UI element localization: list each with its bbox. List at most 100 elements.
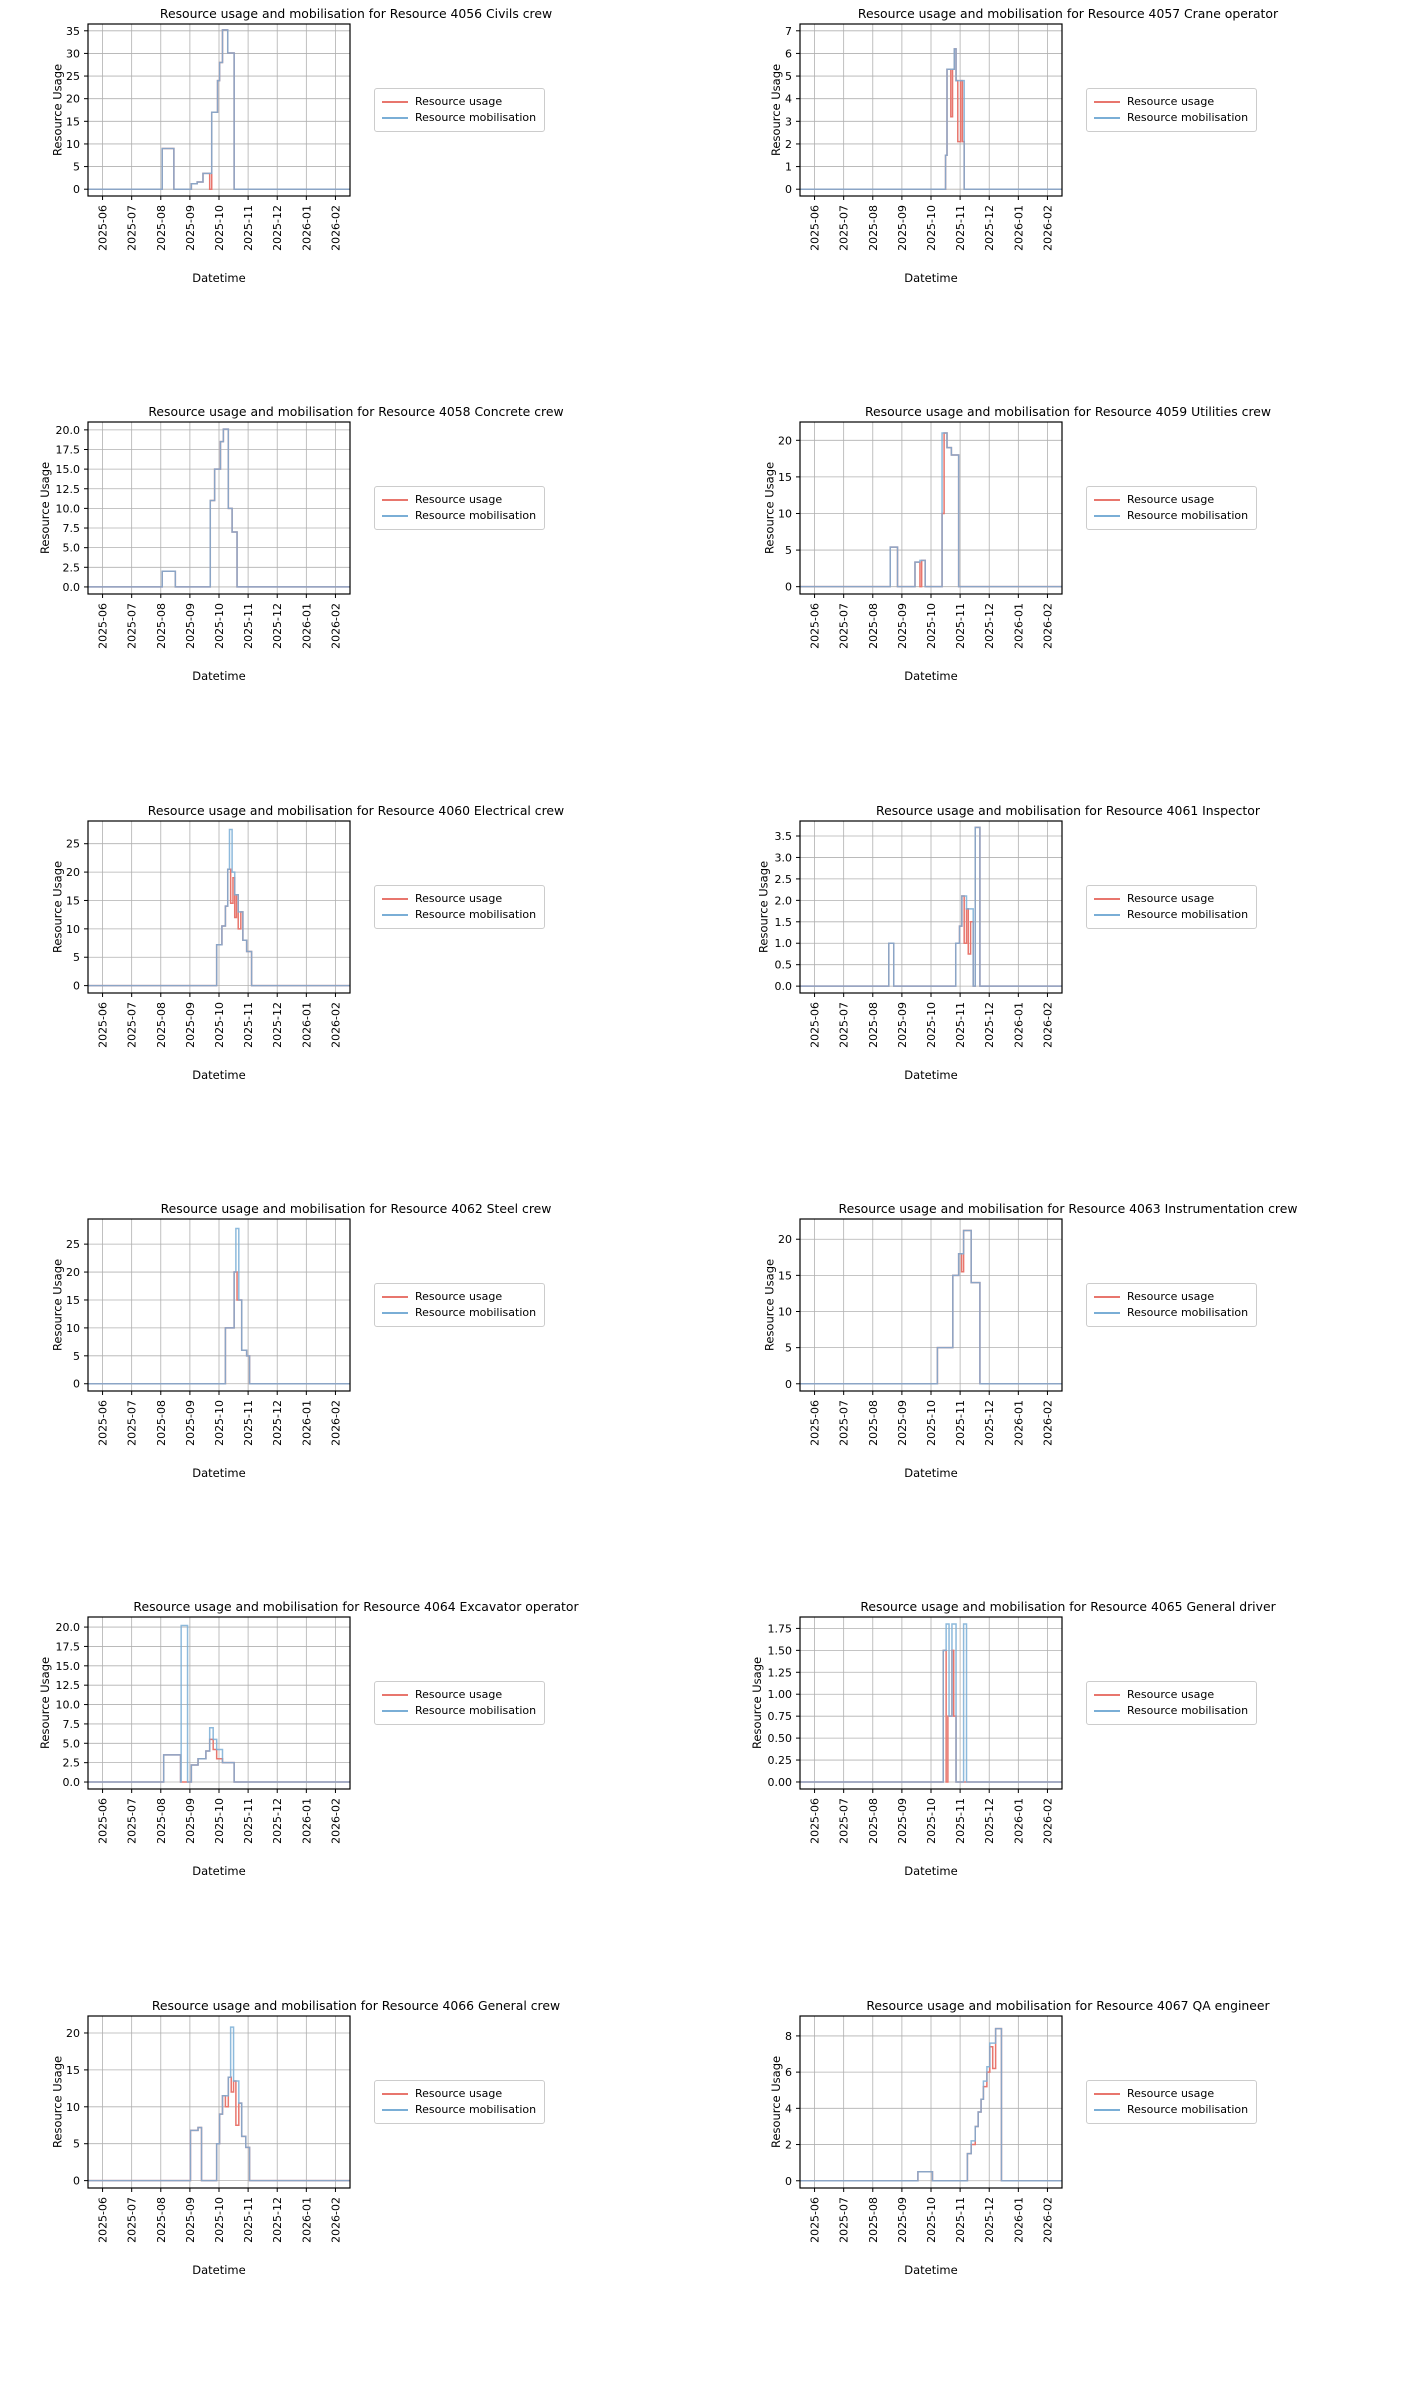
y-tick-label: 20 xyxy=(66,2027,80,2040)
y-tick-label: 20 xyxy=(66,93,80,106)
chart-title: Resource usage and mobilisation for Reso… xyxy=(864,404,1272,420)
y-tick-label: 5 xyxy=(73,1350,80,1363)
chart-title: Resource usage and mobilisation for Reso… xyxy=(148,404,564,420)
x-tick-label: 2025-11 xyxy=(242,1002,255,1048)
x-axis-label: Datetime xyxy=(904,669,957,683)
y-tick-label: 20 xyxy=(66,1266,80,1279)
chart-panel-4057: Resource usage and mobilisation for Reso… xyxy=(712,0,1424,398)
y-tick-label: 0 xyxy=(785,2174,792,2187)
legend-swatch-usage-icon xyxy=(1094,101,1120,103)
legend-entry: Resource usage xyxy=(1094,1289,1248,1305)
y-tick-label: 0 xyxy=(785,581,792,594)
legend-label: Resource usage xyxy=(1127,493,1215,507)
x-tick-label: 2025-11 xyxy=(242,1400,255,1446)
legend-label: Resource usage xyxy=(1127,95,1215,108)
legend-label: Resource usage xyxy=(415,1289,503,1303)
chart-legend[interactable]: Resource usage Resource mobilisation xyxy=(374,2079,546,2124)
y-tick-label: 15 xyxy=(778,1269,792,1282)
x-tick-label: 2025-12 xyxy=(983,2197,996,2243)
x-tick-label: 2025-12 xyxy=(271,1798,284,1844)
y-tick-label: 15 xyxy=(66,2064,80,2077)
x-tick-label: 2025-08 xyxy=(867,1798,880,1844)
x-tick-label: 2026-01 xyxy=(1012,1798,1025,1844)
chart-title: Resource usage and mobilisation for Reso… xyxy=(857,6,1279,21)
series-resource-mobilisation xyxy=(800,1623,1063,1784)
x-tick-label: 2026-02 xyxy=(329,1798,342,1844)
x-tick-label: 2025-12 xyxy=(983,1798,996,1844)
chart-legend[interactable]: Resource usage Resource mobilisation xyxy=(374,486,546,531)
chart-legend[interactable]: Resource usage Resource mobilisation xyxy=(1086,486,1258,531)
chart-legend[interactable]: Resource usage Resource mobilisation xyxy=(1086,1681,1258,1726)
series-resource-mobilisation xyxy=(800,2027,1063,2182)
x-tick-label: 2025-09 xyxy=(896,1400,909,1446)
y-tick-label: 10.0 xyxy=(56,503,80,516)
y-tick-label: 1 xyxy=(785,161,792,174)
chart-legend[interactable]: Resource usage Resource mobilisation xyxy=(1086,2079,1258,2124)
y-tick-label: 5 xyxy=(785,544,792,557)
x-tick-label: 2025-08 xyxy=(155,603,168,649)
x-tick-label: 2025-07 xyxy=(126,205,139,251)
legend-label: Resource mobilisation xyxy=(1127,2102,1249,2116)
x-tick-label: 2026-01 xyxy=(300,2197,313,2243)
legend-entry: Resource mobilisation xyxy=(382,110,536,126)
x-tick-label: 2025-06 xyxy=(97,205,110,251)
chart-legend[interactable]: Resource usage Resource mobilisation xyxy=(374,884,546,929)
legend-entry: Resource usage xyxy=(382,492,536,508)
y-tick-label: 0.5 xyxy=(775,958,792,971)
legend-label: Resource usage xyxy=(415,493,503,507)
x-axis-label: Datetime xyxy=(904,2263,957,2277)
y-axis-label: Resource Usage xyxy=(38,1657,52,1749)
legend-swatch-usage-icon xyxy=(382,2092,408,2095)
axes-frame xyxy=(799,1616,1063,1790)
chart-legend[interactable]: Resource usage Resource mobilisation xyxy=(374,88,546,132)
x-tick-label: 2025-08 xyxy=(155,205,168,251)
x-tick-label: 2025-08 xyxy=(155,2197,168,2243)
y-tick-label: 2.5 xyxy=(63,1757,80,1770)
chart-panel-4061: Resource usage and mobilisation for Reso… xyxy=(712,797,1424,1195)
legend-label: Resource mobilisation xyxy=(415,1704,537,1718)
legend-entry: Resource mobilisation xyxy=(382,907,536,923)
x-tick-label: 2025-06 xyxy=(809,2197,822,2243)
x-tick-label: 2026-01 xyxy=(300,1400,313,1446)
series-resource-mobilisation xyxy=(800,432,1063,588)
chart-legend[interactable]: Resource usage Resource mobilisation xyxy=(1086,1282,1258,1327)
chart-panel-4063: Resource usage and mobilisation for Reso… xyxy=(712,1195,1424,1593)
y-tick-label: 7.5 xyxy=(63,522,80,535)
chart-legend[interactable]: Resource usage Resource mobilisation xyxy=(374,1282,546,1327)
legend-swatch-usage-icon xyxy=(382,897,408,900)
legend-swatch-mobilisation-icon xyxy=(382,117,408,119)
y-tick-label: 10 xyxy=(66,923,80,936)
plot-area: 0.00 0.25 0.50 0.75 1.00 1.25 1.50 1.75 2025-06 2… xyxy=(750,1616,1063,1878)
x-tick-label: 2025-08 xyxy=(867,1002,880,1048)
y-axis-label: Resource Usage xyxy=(38,462,52,554)
chart-title: Resource usage and mobilisation for Reso… xyxy=(151,1997,561,2013)
x-tick-label: 2025-12 xyxy=(983,603,996,649)
legend-label: Resource usage xyxy=(1127,1289,1215,1303)
chart-panel-4059: Resource usage and mobilisation for Reso… xyxy=(712,398,1424,796)
x-tick-label: 2026-01 xyxy=(1012,1400,1025,1446)
chart-panel-4056: Resource usage and mobilisation for Reso… xyxy=(0,0,712,398)
legend-swatch-mobilisation-icon xyxy=(1094,117,1120,119)
y-tick-label: 3 xyxy=(785,115,792,128)
y-tick-label: 7.5 xyxy=(63,1718,80,1731)
x-tick-label: 2025-12 xyxy=(271,205,284,251)
x-tick-label: 2025-12 xyxy=(983,205,996,251)
y-tick-label: 0.75 xyxy=(768,1710,792,1723)
x-tick-label: 2025-08 xyxy=(867,603,880,649)
chart-legend[interactable]: Resource usage Resource mobilisation xyxy=(374,1681,546,1726)
y-tick-label: 3.5 xyxy=(775,830,792,843)
y-axis-label: Resource Usage xyxy=(750,1657,764,1749)
y-tick-label: 20.0 xyxy=(56,424,80,437)
x-tick-label: 2025-10 xyxy=(213,1400,226,1446)
x-tick-label: 2025-10 xyxy=(925,2197,938,2243)
legend-label: Resource usage xyxy=(415,1688,503,1702)
chart-legend[interactable]: Resource usage Resource mobilisation xyxy=(1086,884,1258,929)
y-tick-label: 20 xyxy=(66,866,80,879)
y-tick-label: 0 xyxy=(73,183,80,196)
chart-panel-4067: Resource usage and mobilisation for Reso… xyxy=(712,1992,1424,2390)
x-tick-label: 2025-10 xyxy=(213,603,226,649)
chart-legend[interactable]: Resource usage Resource mobilisation xyxy=(1086,88,1258,132)
legend-entry: Resource usage xyxy=(1094,94,1248,110)
x-tick-label: 2026-02 xyxy=(329,1002,342,1048)
chart-title: Resource usage and mobilisation for Reso… xyxy=(159,6,553,21)
